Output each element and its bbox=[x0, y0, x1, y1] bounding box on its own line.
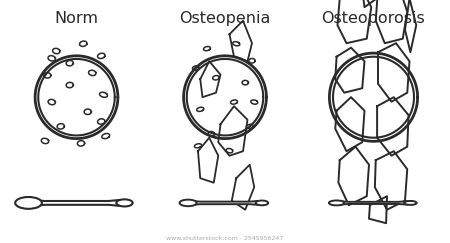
Ellipse shape bbox=[15, 197, 42, 209]
Polygon shape bbox=[33, 200, 121, 206]
Ellipse shape bbox=[256, 200, 268, 205]
Ellipse shape bbox=[333, 57, 414, 138]
Text: www.shutterstock.com · 2545956247: www.shutterstock.com · 2545956247 bbox=[166, 235, 284, 241]
Ellipse shape bbox=[180, 200, 197, 206]
Polygon shape bbox=[191, 201, 259, 205]
Ellipse shape bbox=[329, 200, 344, 205]
Text: Norm: Norm bbox=[54, 11, 99, 26]
Ellipse shape bbox=[38, 59, 115, 135]
Text: Osteopenia: Osteopenia bbox=[179, 11, 271, 26]
Polygon shape bbox=[340, 201, 407, 205]
Ellipse shape bbox=[116, 199, 133, 207]
Ellipse shape bbox=[187, 59, 263, 135]
Ellipse shape bbox=[404, 201, 417, 205]
Text: Osteoporosis: Osteoporosis bbox=[322, 11, 425, 26]
